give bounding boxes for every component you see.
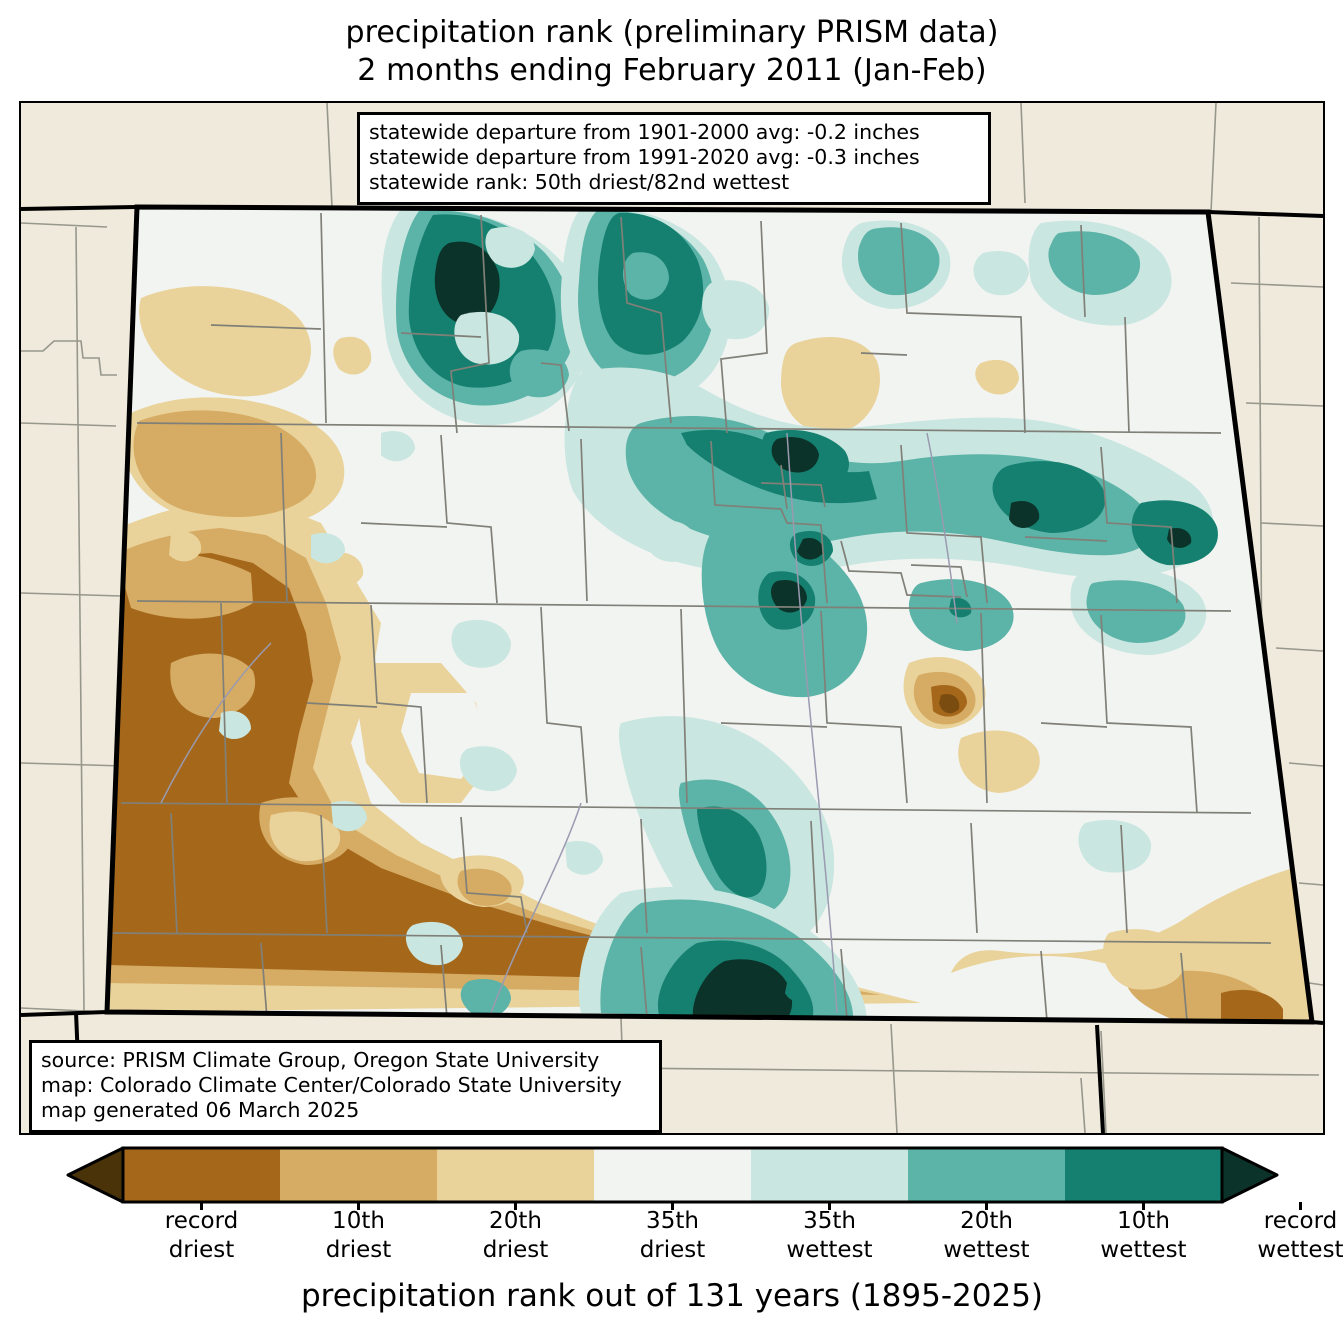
statewide-stats-box: statewide departure from 1901-2000 avg: …	[357, 112, 991, 205]
map-credit-line: map: Colorado Climate Center/Colorado St…	[41, 1073, 622, 1097]
colorbar-label-2: 20th driest	[482, 1208, 549, 1263]
colorbar-under-arrow	[66, 1146, 125, 1204]
source-attribution-box: source: PRISM Climate Group, Oregon Stat…	[29, 1040, 662, 1133]
page-title: precipitation rank (preliminary PRISM da…	[0, 14, 1344, 90]
colorbar-label-4: 35th wettest	[786, 1208, 873, 1263]
map-panel[interactable]	[19, 101, 1325, 1135]
colorbar-bin-2	[437, 1148, 595, 1202]
precipitation-rank-contours	[107, 207, 1312, 1022]
colorado-precipitation-rank-map[interactable]	[21, 103, 1323, 1133]
county-boundaries	[112, 212, 1272, 1022]
colorbar-swatches	[66, 1146, 1279, 1204]
colorbar-caption: precipitation rank out of 131 years (189…	[300, 1278, 1044, 1314]
colorbar-label-7: record wettest	[1257, 1208, 1344, 1263]
colorbar-label-6: 10th wettest	[1100, 1208, 1187, 1263]
colorbar-over-arrow	[1220, 1146, 1279, 1204]
colorbar-label-0: record driest	[164, 1208, 239, 1263]
colorbar-label-1: 10th driest	[325, 1208, 392, 1263]
source-line: source: PRISM Climate Group, Oregon Stat…	[41, 1048, 600, 1072]
colorbar-bin-5	[908, 1148, 1066, 1202]
contour-10th-driest	[109, 553, 811, 983]
colorbar-tick-labels: record driest 10th driest 20th driest 35th drie…	[0, 1207, 1344, 1269]
stat-departure-1901-2000: statewide departure from 1901-2000 avg: …	[369, 120, 920, 144]
colorbar-label-3: 35th driest	[639, 1208, 706, 1263]
title-line-1: precipitation rank (preliminary PRISM da…	[345, 15, 999, 50]
map-generated-line: map generated 06 March 2025	[41, 1098, 360, 1122]
stat-statewide-rank: statewide rank: 50th driest/82nd wettest	[369, 170, 790, 194]
colorbar-bin-4	[751, 1148, 909, 1202]
colorbar-bin-1	[280, 1148, 438, 1202]
colorbar[interactable]	[0, 1140, 1344, 1210]
colorbar-ticks	[200, 1202, 1302, 1210]
colorbar-bin-0	[123, 1148, 281, 1202]
river-lines	[160, 432, 958, 1014]
title-line-2: 2 months ending February 2011 (Jan-Feb)	[357, 53, 987, 88]
colorbar-label-5: 20th wettest	[943, 1208, 1030, 1263]
colorbar-bin-6	[1065, 1148, 1223, 1202]
stat-departure-1991-2020: statewide departure from 1991-2020 avg: …	[369, 145, 920, 169]
colorbar-bin-3	[594, 1148, 752, 1202]
